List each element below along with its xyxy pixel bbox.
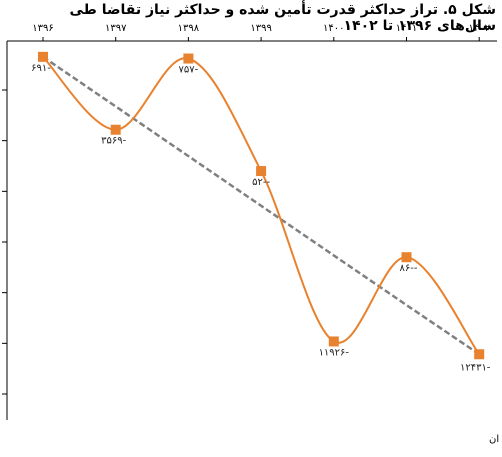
series-layer bbox=[38, 51, 485, 360]
x-tick-label: ۱۳۹۶ bbox=[32, 23, 53, 34]
data-label: ۸۶-- bbox=[400, 263, 418, 274]
x-tick-label: ۱۴۰۲ bbox=[468, 23, 489, 34]
data-point bbox=[401, 252, 412, 263]
trendline bbox=[42, 55, 480, 356]
axis-unit-fragment: ان bbox=[489, 434, 500, 445]
data-point bbox=[256, 166, 267, 177]
x-tick-label: ۱۴۰۰ bbox=[323, 23, 344, 34]
labels-layer: ۶۹۱- ۳۵۶۹- ۷۵۷- ۵۲-- ۱۱۹۲۶- ۸۶-- ۱۲۴۳۱- bbox=[31, 63, 491, 373]
data-point bbox=[38, 51, 48, 62]
data-label: ۶۹۱- bbox=[31, 63, 51, 74]
data-label: ۱۱۹۲۶- bbox=[319, 347, 350, 358]
trendline-layer bbox=[42, 55, 480, 356]
x-tick-label: ۱۳۹۷ bbox=[105, 23, 127, 34]
data-label: ۷۵۷- bbox=[179, 65, 199, 76]
data-point bbox=[183, 53, 194, 64]
data-label: ۳۵۶۹- bbox=[101, 136, 126, 147]
chart-title: شکل ۵. تراز حداکثر قدرت تأمین شده و حداک… bbox=[69, 2, 496, 34]
data-point bbox=[110, 124, 121, 135]
axes: ۱۳۹۶ ۱۳۹۷ ۱۳۹۸ ۱۳۹۹ ۱۴۰۰ ۱۴۰۱ ۱۴۰۲ bbox=[2, 23, 497, 420]
x-tick-label: ۱۴۰۱ bbox=[396, 23, 417, 34]
data-point bbox=[328, 336, 339, 347]
x-tick-label: ۱۳۹۹ bbox=[250, 23, 271, 34]
data-point bbox=[474, 349, 485, 360]
x-tick-label: ۱۳۹۸ bbox=[178, 23, 200, 34]
data-label: ۱۲۴۳۱- bbox=[460, 362, 491, 373]
data-label: ۵۲-- bbox=[252, 177, 270, 188]
